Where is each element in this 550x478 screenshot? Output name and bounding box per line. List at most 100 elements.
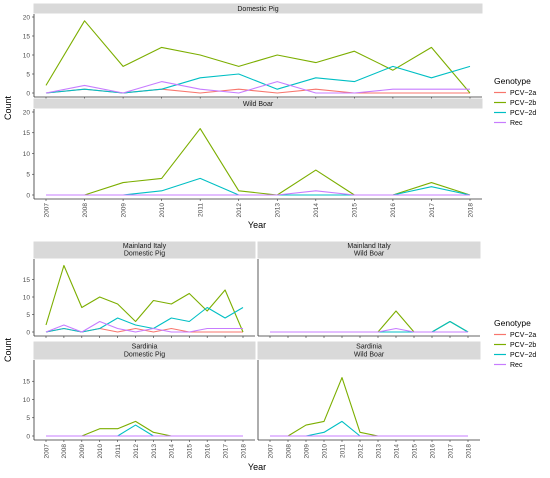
y-tick-label: 15 — [23, 379, 31, 386]
facet-strip-label: Domestic Pig — [237, 6, 278, 13]
legend-label: PCV−2b — [510, 100, 536, 107]
y-tick-label: 10 — [23, 52, 31, 59]
x-tick-label: 2012 — [236, 203, 243, 218]
series-line-pcv-2b — [46, 128, 471, 196]
x-tick-label: 2014 — [393, 444, 400, 459]
x-tick-label: 2011 — [339, 444, 346, 458]
y-tick-label: 5 — [26, 172, 30, 179]
facet-strip — [257, 341, 481, 360]
x-tick-label: 2008 — [82, 203, 89, 218]
facet-strip-label: Wild Boar — [354, 251, 385, 258]
y-axis-title: Count — [3, 338, 13, 363]
x-tick-label: 2018 — [240, 444, 247, 459]
x-tick-label: 2010 — [97, 444, 104, 459]
legend: Genotype PCV−2a PCV−2b PCV−2d Rec — [494, 318, 536, 369]
facet-panel: Domestic Pig 0 5 10 15 20 — [23, 3, 483, 99]
facet-strip-label: Mainland Italy — [123, 243, 167, 250]
x-tick-label: 2014 — [169, 444, 176, 459]
x-tick-label: 2007 — [43, 444, 50, 459]
series-line-pcv-2d — [45, 65, 471, 94]
x-tick-label: 2015 — [352, 203, 359, 218]
x-tick-label: 2016 — [204, 444, 211, 459]
series-line-rec — [45, 81, 470, 94]
x-tick-label: 2007 — [267, 444, 274, 459]
legend-label: PCV−2d — [510, 352, 536, 359]
y-tick-label: 0 — [26, 433, 30, 440]
x-tick-label: 2016 — [390, 203, 397, 218]
facet-strip-label: Wild Boar — [243, 101, 274, 108]
facet-strip-label: Wild Boar — [354, 351, 385, 358]
legend-label: Rec — [510, 120, 523, 127]
series-line-pcv-2b — [270, 377, 468, 437]
x-tick-label: 2011 — [115, 444, 122, 458]
series-line-rec — [46, 190, 470, 196]
x-tick-label: 2010 — [321, 444, 328, 459]
facet-strip — [33, 98, 483, 109]
series-line-rec — [45, 320, 243, 333]
series-line-pcv-2d — [270, 320, 469, 333]
x-tick-label: 2014 — [313, 203, 320, 218]
x-tick-label: 2013 — [151, 444, 158, 459]
series-line-pcv-2b — [45, 20, 471, 94]
y-axis-title: Count — [3, 96, 13, 121]
y-tick-label: 15 — [23, 277, 31, 284]
series-line-pcv-2b — [46, 420, 243, 437]
y-tick-label: 0 — [26, 192, 30, 199]
x-tick-label: 2013 — [375, 444, 382, 459]
y-tick-label: 15 — [23, 33, 31, 40]
x-tick-label: 2009 — [303, 444, 310, 459]
facet-strip — [257, 241, 481, 259]
x-tick-label: 2016 — [429, 444, 436, 459]
x-tick-label: 2009 — [79, 444, 86, 459]
legend-label: PCV−2d — [510, 110, 536, 117]
y-tick-label: 20 — [23, 109, 31, 116]
x-tick-label: 2018 — [467, 203, 474, 218]
legend-label: PCV−2b — [510, 342, 536, 349]
y-tick-label: 5 — [26, 71, 30, 78]
facet-strip-label: Domestic Pig — [124, 351, 165, 358]
legend: Genotype PCV−2a PCV−2b PCV−2d Rec — [494, 76, 536, 127]
facet-strip-label: Sardinia — [356, 343, 382, 350]
x-tick-label: 2012 — [133, 444, 140, 459]
facet-strip — [33, 3, 483, 14]
x-tick-label: 2011 — [197, 203, 204, 217]
x-tick-label: 2009 — [120, 203, 127, 218]
x-tick-label: 2007 — [43, 203, 50, 218]
y-tick-label: 0 — [26, 329, 30, 336]
x-axis-title: Year — [248, 462, 266, 472]
facet-strip — [33, 241, 256, 259]
series-line-pcv-2a — [45, 88, 470, 94]
series-line-rec — [270, 327, 468, 333]
x-tick-label: 2012 — [357, 444, 364, 459]
x-tick-label: 2017 — [447, 444, 454, 459]
y-tick-label: 0 — [26, 90, 30, 97]
legend-label: Rec — [510, 362, 523, 369]
y-tick-label: 10 — [23, 397, 31, 404]
legend-label: PCV−2a — [510, 90, 536, 97]
x-tick-label: 2015 — [411, 444, 418, 459]
series-line-pcv-2b — [45, 264, 244, 333]
facet-strip-label: Domestic Pig — [124, 251, 165, 258]
x-tick-label: 2018 — [465, 444, 472, 459]
legend-title: Genotype — [494, 318, 531, 328]
facet-strip-label: Sardinia — [132, 343, 158, 350]
y-tick-label: 10 — [23, 294, 31, 301]
y-tick-label: 5 — [26, 312, 30, 319]
facet-strip — [33, 341, 256, 360]
x-tick-label: 2008 — [285, 444, 292, 459]
x-tick-label: 2015 — [187, 444, 194, 459]
y-tick-label: 15 — [23, 130, 31, 137]
facet-panel: Wild Boar 0 5 10 15 20 2007 2008 2009 2010 2011 201… — [23, 98, 483, 218]
x-tick-label: 2017 — [429, 203, 436, 218]
y-tick-label: 20 — [23, 14, 31, 21]
x-tick-label: 2017 — [222, 444, 229, 459]
x-tick-label: 2010 — [159, 203, 166, 218]
legend-title: Genotype — [494, 76, 531, 86]
y-tick-label: 5 — [26, 415, 30, 422]
